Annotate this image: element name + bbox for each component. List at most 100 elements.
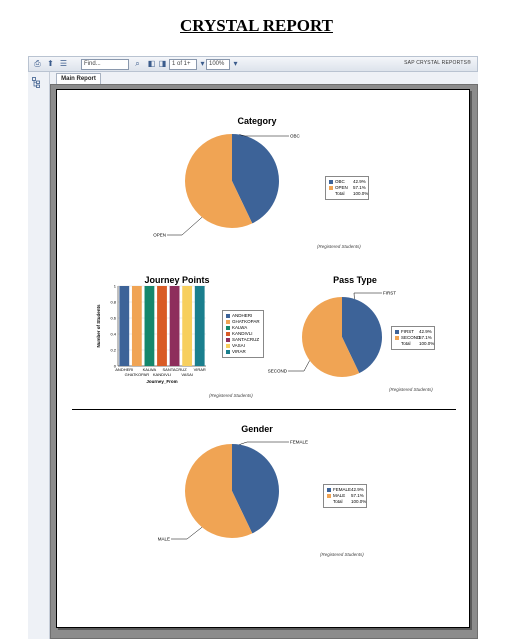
- legend-label: SECOND: [401, 335, 421, 340]
- legend-label: VIRAR: [232, 349, 246, 354]
- y-axis-label: Number of Students: [96, 304, 101, 347]
- zoom-select[interactable]: 100%: [206, 59, 230, 70]
- chevron-down-icon[interactable]: ▾: [200, 59, 205, 68]
- legend-swatch: [226, 338, 230, 342]
- group-tree-panel: [28, 72, 50, 639]
- slice-label-female: FEMALE: [290, 440, 308, 445]
- legend-total-percent: 100.0%: [419, 341, 435, 346]
- legend-percent: 57.1%: [351, 493, 364, 498]
- slice-label-open: OPEN: [153, 233, 166, 238]
- legend-swatch-empty: [395, 342, 399, 346]
- pie-chart-category: OBC OPEN: [153, 134, 300, 238]
- brand-label: SAP CRYSTAL REPORTS®: [404, 60, 471, 66]
- y-tick-label: 0.2: [110, 348, 116, 353]
- legend-swatch: [226, 326, 230, 330]
- legend-item: GHATKOPAR: [226, 319, 260, 325]
- first-page-icon[interactable]: ◧: [147, 59, 156, 68]
- legend-total-label: Total: [333, 499, 343, 504]
- legend-item: OPEN 57.1%: [329, 185, 366, 191]
- bar-santacruz: [169, 286, 180, 366]
- group-tree-toggle-icon[interactable]: [32, 77, 41, 88]
- slice-label-male: MALE: [158, 537, 170, 542]
- legend-swatch-empty: [329, 192, 333, 196]
- x-tick-label: VIRAR: [194, 367, 206, 372]
- leader-line-second: [288, 360, 310, 372]
- bar-virar: [194, 286, 205, 366]
- y-tick-label: 1: [114, 284, 117, 289]
- legend-item: VASAI: [226, 343, 260, 349]
- x-tick-label: KANDIVLI: [153, 372, 171, 377]
- legend-swatch: [327, 494, 331, 498]
- pie-slice-second: [302, 297, 360, 377]
- report-page: Category OBC OPEN OBC 42.9% OPEN 57.1% Total 1…: [56, 89, 470, 628]
- chart-title-category: Category: [237, 116, 277, 126]
- x-tick-label: GHATKOPAR: [125, 372, 150, 377]
- legend-item: KANDIVLI: [226, 331, 260, 337]
- y-tick-label: 0.6: [110, 316, 116, 321]
- legend-label: ANDHERI: [232, 313, 253, 318]
- caption-pass: (Registered Students): [389, 387, 433, 392]
- legend-label: GHATKOPAR: [232, 319, 260, 324]
- legend-percent: 42.9%: [353, 179, 366, 184]
- x-tick-label: VASAI: [181, 372, 193, 377]
- zoom-chevron-down-icon[interactable]: ▾: [233, 59, 238, 68]
- group-tree-icon[interactable]: ☰: [59, 59, 68, 68]
- chart-title-pass: Pass Type: [333, 275, 377, 285]
- chart-title-gender: Gender: [241, 424, 273, 434]
- slice-label-second: SECOND: [268, 369, 288, 374]
- legend-item: FEMALE 42.9%: [327, 487, 364, 493]
- legend-item: KALWA: [226, 325, 260, 331]
- legend-item: VIRAR: [226, 349, 260, 355]
- pie-slice-male: [185, 444, 253, 538]
- legend-label: MALE: [333, 493, 346, 498]
- legend-swatch: [327, 488, 331, 492]
- export-icon[interactable]: ⎙: [34, 59, 41, 68]
- legend-swatch: [226, 344, 230, 348]
- legend-gender: FEMALE 42.9% MALE 57.1% Total 100.0%: [323, 484, 367, 508]
- legend-journey: ANDHERI GHATKOPAR KALWA KANDIVLI SANTACRUZ VA…: [222, 310, 264, 358]
- leader-line-female: [239, 441, 289, 445]
- y-tick-label: 0.4: [110, 332, 116, 337]
- legend-label: SANTACRUZ: [232, 337, 260, 342]
- legend-label: VASAI: [232, 343, 245, 348]
- legend-label: FEMALE: [333, 487, 352, 492]
- leader-line-male: [171, 527, 203, 540]
- search-icon[interactable]: ⌕: [135, 59, 140, 68]
- legend-swatch: [329, 180, 333, 184]
- legend-total-percent: 100.0%: [351, 499, 367, 504]
- legend-percent: 42.9%: [351, 487, 364, 492]
- pie-slice-open: [185, 134, 253, 228]
- x-axis-label: Journey_From: [146, 379, 177, 384]
- legend-label: KANDIVLI: [232, 331, 253, 336]
- bar-andheri: [119, 286, 130, 366]
- legend-swatch: [226, 320, 230, 324]
- page-indicator[interactable]: 1 of 1+: [169, 59, 197, 70]
- prev-page-icon[interactable]: ◨: [158, 59, 167, 68]
- legend-total: Total 100.0%: [329, 191, 369, 197]
- legend-label: FIRST: [401, 329, 414, 334]
- legend-total-percent: 100.0%: [353, 191, 369, 196]
- legend-swatch-empty: [327, 500, 331, 504]
- legend-swatch: [226, 350, 230, 354]
- x-tick-label: KALWA: [143, 367, 157, 372]
- legend-swatch: [329, 186, 333, 190]
- legend-total-label: Total: [335, 191, 345, 196]
- legend-item: ANDHERI: [226, 313, 260, 319]
- print-icon[interactable]: ⬆: [47, 59, 54, 68]
- pie-slice-female: [232, 444, 279, 534]
- y-tick-label: 0.8: [110, 300, 116, 305]
- tab-main-report[interactable]: Main Report: [56, 73, 101, 84]
- legend-label: OPEN: [335, 185, 348, 190]
- legend-category: OBC 42.9% OPEN 57.1% Total 100.0%: [325, 176, 369, 200]
- legend-percent: 57.1%: [419, 335, 432, 340]
- legend-item: MALE 57.1%: [327, 493, 364, 499]
- legend-item: SECOND 57.1%: [395, 335, 432, 341]
- pie-chart-gender: FEMALE MALE: [158, 440, 308, 542]
- search-input[interactable]: Find...: [81, 59, 129, 70]
- slice-label-first: FIRST: [383, 291, 396, 296]
- section-divider: [72, 409, 456, 410]
- tab-bar: [50, 72, 478, 84]
- x-tick-label: ANDHERI: [115, 367, 133, 372]
- legend-percent: 57.1%: [353, 185, 366, 190]
- legend-label: KALWA: [232, 325, 248, 330]
